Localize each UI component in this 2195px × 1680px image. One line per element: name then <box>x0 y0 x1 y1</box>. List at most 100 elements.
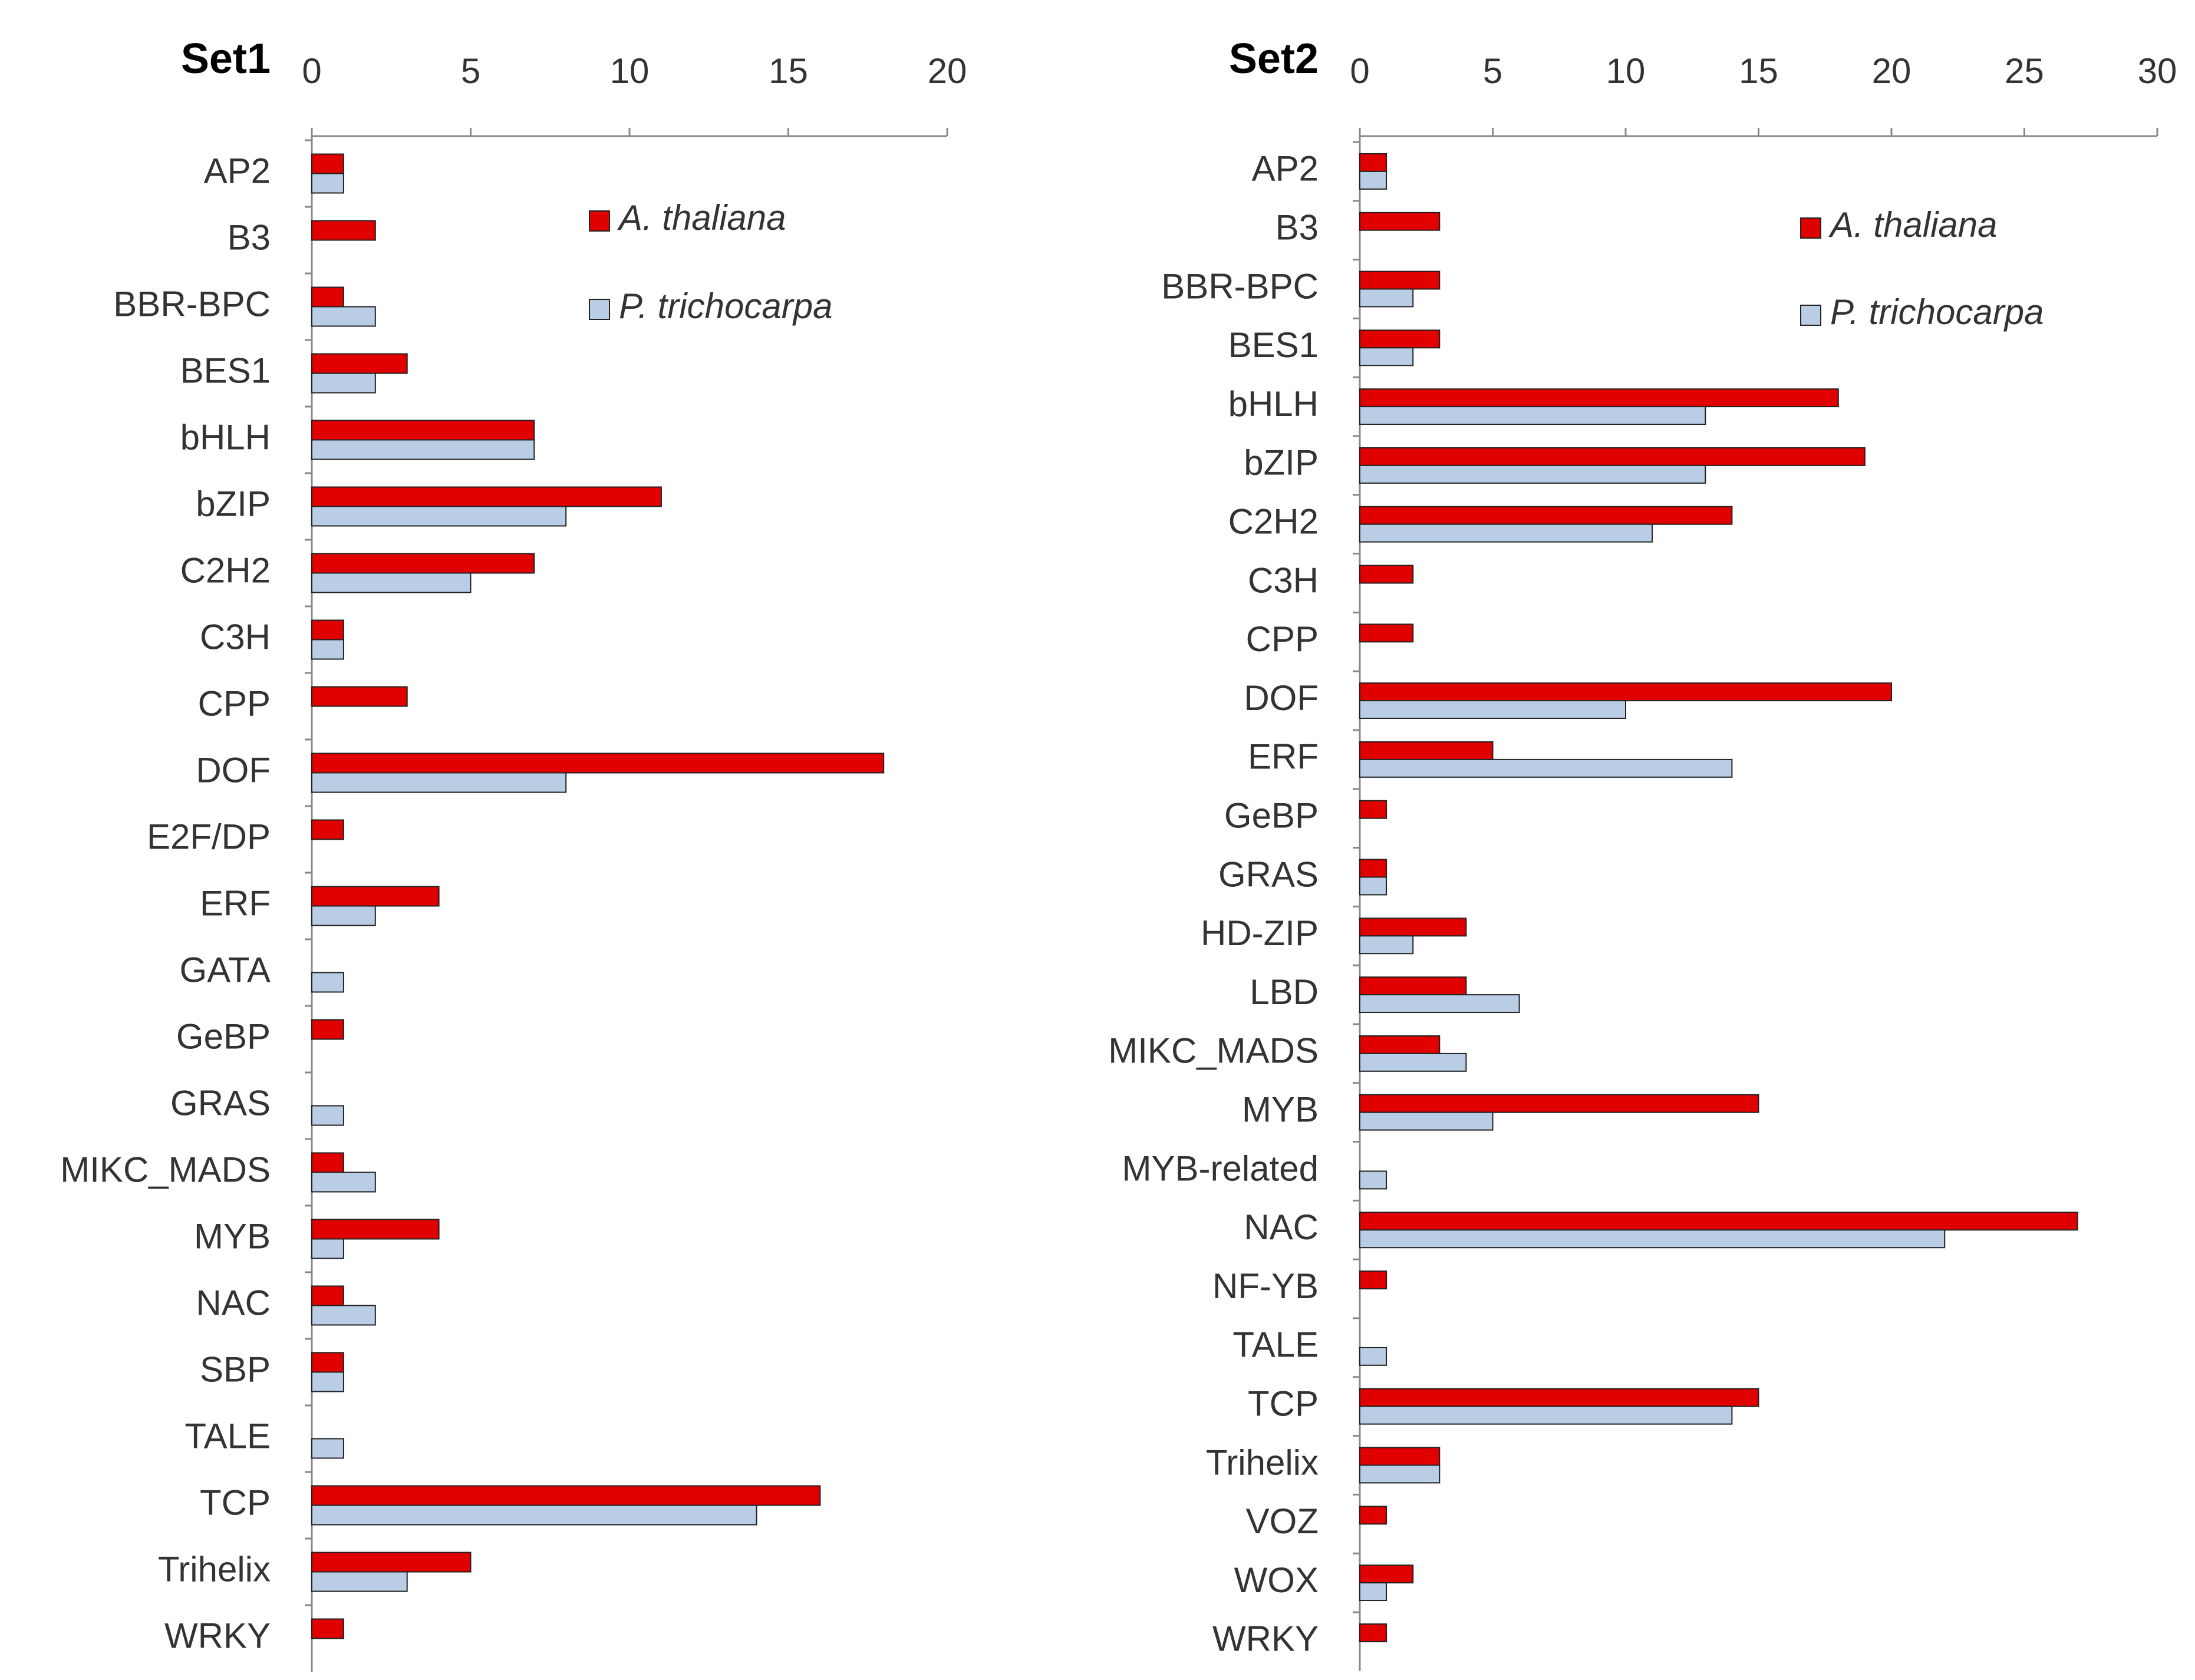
x-tick-label: 0 <box>302 51 321 91</box>
bar <box>311 772 567 793</box>
bar <box>1359 447 1866 466</box>
bar <box>1359 1447 1441 1466</box>
y-tick-label: NAC <box>196 1283 271 1322</box>
bar <box>1359 1565 1414 1584</box>
legend-swatch <box>589 299 610 320</box>
bar <box>1359 565 1414 584</box>
bar <box>1359 153 1387 172</box>
bar <box>311 1219 440 1240</box>
bar <box>1359 700 1626 719</box>
y-tick-label: WRKY <box>164 1616 271 1655</box>
bar <box>1359 1111 1494 1131</box>
y-tick-label: GeBP <box>176 1016 271 1056</box>
bar <box>311 819 344 840</box>
y-tick-label: MIKC_MADS <box>60 1150 271 1189</box>
bar <box>1359 1229 1946 1249</box>
bar <box>311 1019 344 1040</box>
bar <box>311 173 344 194</box>
chart-title: Set2 <box>1229 35 1319 82</box>
bar <box>311 619 344 641</box>
y-tick-label: WOX <box>1234 1560 1319 1600</box>
bar <box>1359 800 1387 819</box>
legend-label: P. trichocarpa <box>619 286 832 326</box>
bar <box>311 1438 344 1459</box>
y-tick-label: MIKC_MADS <box>1108 1031 1319 1071</box>
bar <box>311 886 440 907</box>
bar <box>1359 1170 1387 1190</box>
y-tick-label: BBR-BPC <box>1161 266 1319 306</box>
y-tick-label: CPP <box>198 684 271 723</box>
bar <box>1359 1094 1759 1113</box>
y-tick-label: MYB <box>1242 1090 1319 1130</box>
bar <box>1359 1035 1441 1054</box>
y-tick-label: bHLH <box>1228 384 1319 424</box>
bar <box>1359 1346 1387 1366</box>
bar <box>311 1485 821 1506</box>
x-tick-label: 20 <box>1872 51 1911 91</box>
bar <box>311 1352 344 1373</box>
y-tick-label: MYB-related <box>1122 1148 1319 1188</box>
y-tick-label: BBR-BPC <box>113 284 271 324</box>
bar <box>311 1285 344 1306</box>
y-tick-label: ERF <box>200 883 271 923</box>
x-tick-label: 10 <box>1606 51 1646 91</box>
bar <box>1359 682 1892 702</box>
bar <box>311 572 472 593</box>
y-tick-label: SBP <box>200 1349 271 1389</box>
legend-swatch <box>589 210 610 232</box>
y-tick-label: VOZ <box>1246 1501 1319 1541</box>
bar <box>1359 1270 1387 1290</box>
bar <box>1359 506 1733 525</box>
bar <box>1359 523 1653 543</box>
bar <box>311 686 408 707</box>
y-tick-label: AP2 <box>1252 149 1319 189</box>
legend-label: A. thaliana <box>617 198 786 237</box>
y-tick-label: E2F/DP <box>147 817 271 856</box>
y-tick-label: NAC <box>1244 1207 1319 1247</box>
bar <box>1359 288 1414 308</box>
chart-title: Set1 <box>181 35 271 82</box>
y-tick-label: C3H <box>200 617 271 656</box>
y-tick-label: GRAS <box>1218 854 1319 894</box>
legend-label: A. thaliana <box>1828 205 1998 245</box>
y-tick-label: GATA <box>180 950 271 989</box>
y-tick-label: B3 <box>1276 208 1319 247</box>
bar <box>311 220 376 241</box>
x-tick-label: 5 <box>461 51 480 91</box>
bar <box>1359 1506 1387 1525</box>
bar <box>311 1504 757 1526</box>
y-tick-label: MYB <box>194 1216 271 1256</box>
y-tick-label: Trihelix <box>158 1549 271 1589</box>
bar <box>1359 1582 1387 1602</box>
bar <box>1359 1405 1733 1425</box>
y-tick-label: bZIP <box>1244 443 1319 483</box>
y-tick-label: TCP <box>1248 1384 1319 1424</box>
y-tick-label: DOF <box>1244 678 1319 718</box>
x-tick-label: 15 <box>769 51 808 91</box>
bar <box>311 972 344 993</box>
bar <box>311 752 885 774</box>
bar <box>1359 270 1441 290</box>
bar <box>311 1552 472 1573</box>
x-tick-label: 20 <box>928 51 967 91</box>
bar <box>311 153 344 174</box>
bar <box>1359 917 1467 937</box>
bar <box>311 420 535 441</box>
bar <box>1359 859 1387 878</box>
y-tick-label: TCP <box>200 1483 271 1522</box>
bar <box>311 553 535 574</box>
bar <box>1359 758 1733 778</box>
y-tick-label: Trihelix <box>1206 1443 1319 1482</box>
bar <box>311 1238 344 1259</box>
bar <box>311 1105 344 1126</box>
bar <box>1359 406 1706 425</box>
y-tick-label: C2H2 <box>180 550 271 590</box>
bar <box>1359 1212 2078 1231</box>
y-tick-label: TALE <box>1232 1325 1319 1365</box>
bar <box>311 286 344 308</box>
bar <box>311 439 535 460</box>
bar <box>311 1371 344 1392</box>
x-tick-label: 10 <box>610 51 650 91</box>
y-tick-label: bZIP <box>196 484 271 523</box>
